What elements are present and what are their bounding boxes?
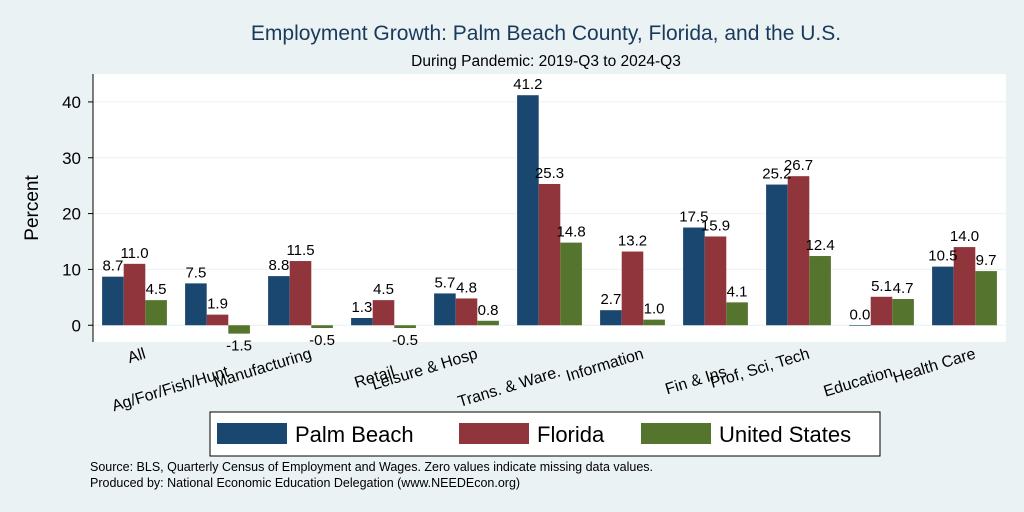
data-label: 15.9	[701, 217, 730, 234]
source-note: Source: BLS, Quarterly Census of Employm…	[90, 460, 653, 474]
bars	[102, 95, 997, 334]
bar	[870, 296, 893, 326]
y-tick-label: 10	[62, 260, 81, 279]
bar	[600, 310, 622, 326]
data-label: 14.8	[556, 224, 585, 241]
bar	[394, 325, 416, 329]
data-labels: 8.711.04.57.51.9-1.58.811.5-0.51.34.5-0.…	[102, 76, 996, 354]
bar	[228, 325, 250, 334]
data-label: 25.2	[762, 166, 791, 183]
data-label: -0.5	[309, 332, 335, 349]
data-label: 4.5	[146, 281, 167, 298]
bar	[289, 261, 312, 326]
data-label: 4.5	[373, 281, 394, 298]
legend-swatch	[459, 423, 529, 444]
bar	[477, 320, 499, 326]
data-label: 11.5	[286, 242, 314, 259]
y-axis-label: Percent	[22, 175, 43, 241]
y-tick-label: 20	[62, 205, 81, 224]
data-label: 13.2	[618, 233, 647, 250]
chart-title: Employment Growth: Palm Beach County, Fl…	[251, 22, 841, 45]
x-tick-label: Information	[564, 346, 646, 386]
data-label: 41.2	[513, 76, 542, 93]
data-label: 1.9	[207, 296, 228, 313]
y-tick-label: 0	[72, 316, 81, 335]
x-tick-label: Ag/For/Fish/Hunt	[110, 363, 231, 415]
legend-swatch	[641, 423, 711, 444]
legend-label: Florida	[537, 422, 605, 447]
data-label: 9.7	[976, 252, 997, 269]
y-tick-label: 40	[62, 93, 81, 112]
data-label: 14.0	[950, 228, 979, 245]
bar	[766, 184, 788, 326]
data-label: 1.0	[644, 301, 665, 318]
data-label: 26.7	[784, 157, 813, 174]
data-label: 1.3	[351, 299, 372, 316]
bar	[726, 302, 748, 326]
data-label: 0.8	[478, 302, 499, 319]
bar	[102, 276, 124, 326]
data-label: 11.0	[120, 245, 148, 262]
bar	[351, 317, 373, 326]
bar	[455, 298, 478, 326]
bar	[787, 176, 810, 326]
bar	[145, 300, 167, 326]
data-label: 8.7	[102, 258, 123, 275]
y-tick-label: 30	[62, 149, 81, 168]
data-label: 5.1	[871, 278, 892, 295]
bar	[643, 319, 665, 326]
legend-swatch	[217, 423, 287, 444]
data-label: 12.4	[805, 237, 834, 254]
produced-by-note: Produced by: National Economic Education…	[90, 476, 520, 490]
data-label: -0.5	[392, 332, 418, 349]
bar	[185, 283, 207, 326]
data-label: 2.7	[600, 291, 621, 308]
x-tick-label: Trans. & Ware.	[456, 364, 563, 411]
bar	[975, 271, 997, 326]
x-tick-label: Health Care	[891, 346, 978, 387]
bar	[704, 236, 727, 326]
bar	[311, 325, 333, 329]
y-axis: 0 10 20 30 40	[62, 74, 94, 342]
data-label: 0.0	[849, 306, 870, 323]
data-label: 5.7	[434, 274, 455, 291]
legend: Palm Beach Florida United States	[209, 411, 881, 457]
data-label: 7.5	[185, 264, 206, 281]
x-tick-label: All	[126, 346, 148, 367]
bar	[809, 256, 831, 326]
bar	[892, 299, 914, 326]
legend-label: Palm Beach	[295, 422, 414, 447]
bar	[621, 251, 644, 326]
bar	[123, 263, 146, 326]
bar	[683, 227, 705, 326]
bar	[268, 276, 290, 326]
data-label: 4.7	[893, 280, 914, 297]
bar	[953, 247, 976, 326]
bar	[849, 325, 871, 326]
legend-box	[209, 411, 881, 457]
data-label: 4.1	[727, 283, 748, 300]
bar	[538, 183, 561, 326]
bar	[932, 266, 954, 326]
data-label: 8.8	[268, 257, 289, 274]
x-tick-label: Education	[822, 364, 895, 401]
chart-subtitle: During Pandemic: 2019-Q3 to 2024-Q3	[411, 53, 681, 70]
data-label: 10.5	[928, 248, 957, 265]
data-label: 25.3	[535, 165, 564, 182]
bar	[517, 95, 539, 326]
data-label: 4.8	[456, 279, 477, 296]
bar	[372, 300, 395, 326]
legend-label: United States	[719, 422, 851, 447]
bar	[560, 242, 582, 326]
bar	[206, 314, 229, 326]
data-label: -1.5	[226, 338, 252, 355]
bar	[434, 293, 456, 326]
data-label: 17.5	[679, 209, 708, 226]
